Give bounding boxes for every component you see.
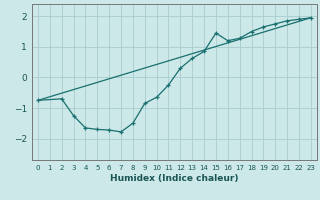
X-axis label: Humidex (Indice chaleur): Humidex (Indice chaleur) (110, 174, 239, 183)
